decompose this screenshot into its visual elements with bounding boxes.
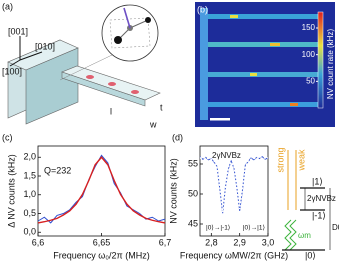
x-tick-label: 6,6	[32, 237, 45, 247]
colorbar-bar	[317, 11, 324, 109]
x-tick-label: 2,9	[233, 237, 246, 247]
level-label: D0	[332, 223, 339, 232]
y-tick-label: 0,0	[23, 227, 36, 237]
annotation: Q=232	[44, 165, 71, 175]
x-axis-title: Frequency ω₀/2π (MHz)	[53, 250, 150, 260]
colorbar-label: NV count rate (kHz)	[326, 29, 335, 100]
level-label: |0⟩	[305, 250, 316, 260]
plot-frame	[37, 145, 166, 237]
charts: 6,6 6,65 6,7 0,0 0,5 1,0 1,5 2,0 Frequency ω₀/2π…	[6, 145, 288, 260]
data-line	[199, 156, 269, 214]
y-tick-label: 2,0	[23, 152, 36, 162]
level-diagram	[282, 150, 331, 251]
annotation: 2γNVBz	[212, 151, 241, 160]
annotation: |0⟩→|1⟩	[243, 224, 266, 232]
y-tick-label: 0,5	[23, 208, 36, 218]
x-axis-title: Frequency ωMW/2π (GHz)	[180, 250, 288, 260]
panel-label: (d)	[172, 132, 183, 142]
cantilever-sketch	[7, 4, 161, 125]
y-tick-label: 1,0	[23, 189, 36, 199]
fluorescence-image	[195, 2, 335, 127]
colorbar-tick-label: 100	[302, 50, 316, 59]
x-tick-label: 6,65	[93, 237, 111, 247]
data-line	[37, 156, 166, 224]
panel-label: (b)	[197, 4, 208, 14]
data-line	[200, 157, 268, 213]
colorbar: 50 100 150 NV count rate (kHz)	[302, 11, 335, 109]
dimension-label: l	[110, 106, 112, 116]
dimension-label: w	[149, 119, 157, 129]
level-label: |1⟩	[312, 176, 323, 186]
axis-label: [100]	[2, 66, 22, 76]
level-label: strong	[275, 147, 285, 172]
level-label: weak	[296, 149, 306, 172]
x-tick-label: 2,8	[205, 237, 218, 247]
colorbar-tick-label: 150	[302, 23, 316, 32]
y-axis-title: NV counts (kHz)	[168, 158, 178, 224]
level-label: |-1⟩	[312, 210, 326, 220]
axis-label: [010]	[35, 41, 55, 51]
y-tick-label: 50	[188, 188, 198, 198]
x-tick-label: 3,0	[262, 237, 275, 247]
panel-label: (c)	[2, 132, 13, 142]
x-tick-label: 6,7	[159, 237, 172, 247]
panel-label: (a)	[2, 1, 13, 11]
level-label: ωm	[298, 231, 311, 240]
y-axis-title: Δ NV counts (kHz)	[6, 154, 16, 228]
plot-frame	[199, 145, 269, 237]
y-tick-label: 55	[188, 158, 198, 168]
dimension-label: t	[160, 102, 163, 112]
y-tick-label: 1,5	[23, 170, 36, 180]
annotation: |0⟩→|-1⟩	[206, 224, 231, 232]
axis-label: [001]	[8, 26, 28, 36]
y-tick-label: 45	[188, 218, 198, 228]
level-label: 2γNVBz	[307, 194, 336, 203]
colorbar-tick-label: 50	[306, 76, 315, 85]
